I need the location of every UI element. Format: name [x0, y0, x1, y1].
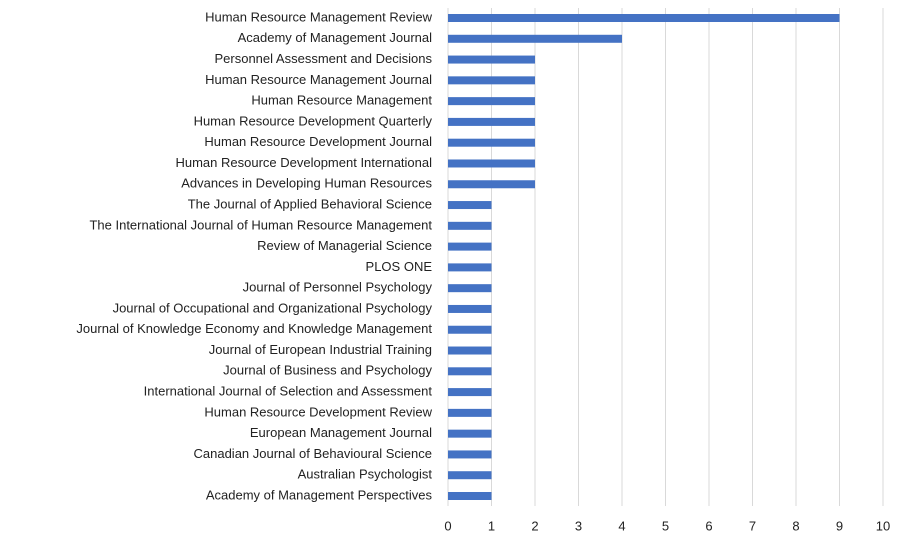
x-tick-label: 5	[662, 518, 669, 533]
bar	[448, 221, 492, 230]
y-tick-label: Advances in Developing Human Resources	[181, 176, 432, 191]
bar	[448, 284, 492, 293]
x-tick-label: 6	[705, 518, 712, 533]
y-tick-label: International Journal of Selection and A…	[144, 384, 433, 399]
bar	[448, 263, 492, 272]
bar	[448, 117, 535, 126]
x-tick-label: 2	[531, 518, 538, 533]
bar	[448, 471, 492, 480]
y-tick-label: The International Journal of Human Resou…	[89, 217, 432, 232]
bar	[448, 242, 492, 251]
y-tick-label: Human Resource Management Journal	[205, 72, 432, 87]
bar	[448, 201, 492, 210]
y-tick-label: Journal of European Industrial Training	[209, 342, 432, 357]
bar	[448, 367, 492, 376]
bar	[448, 304, 492, 313]
y-tick-label: Human Resource Development Journal	[204, 134, 432, 149]
y-tick-label: Canadian Journal of Behavioural Science	[194, 446, 433, 461]
x-tick-label: 9	[836, 518, 843, 533]
y-tick-label: Journal of Knowledge Economy and Knowled…	[76, 321, 432, 336]
bar	[448, 450, 492, 459]
bar	[448, 55, 535, 64]
y-tick-label: European Management Journal	[250, 425, 432, 440]
y-tick-label: Human Resource Development Quarterly	[194, 113, 433, 128]
y-tick-label: Human Resource Management	[251, 93, 432, 108]
y-tick-label: Human Resource Development Review	[204, 404, 432, 419]
y-tick-label: Journal of Personnel Psychology	[243, 280, 433, 295]
y-tick-label: Journal of Occupational and Organization…	[113, 300, 433, 315]
y-tick-label: Human Resource Management Review	[205, 9, 432, 24]
x-tick-label: 4	[618, 518, 625, 533]
bar	[448, 325, 492, 334]
x-tick-label: 10	[876, 518, 890, 533]
bar	[448, 180, 535, 189]
bar	[448, 97, 535, 106]
x-tick-label: 1	[488, 518, 495, 533]
y-tick-label: Human Resource Development International	[175, 155, 432, 170]
bar	[448, 346, 492, 355]
bar	[448, 76, 535, 85]
y-tick-label: Academy of Management Journal	[238, 30, 432, 45]
bar	[448, 138, 535, 147]
bar	[448, 408, 492, 417]
y-tick-label: Academy of Management Perspectives	[206, 487, 433, 502]
x-tick-label: 0	[444, 518, 451, 533]
bar	[448, 388, 492, 397]
x-tick-label: 8	[792, 518, 799, 533]
bar	[448, 159, 535, 168]
y-tick-label: Personnel Assessment and Decisions	[214, 51, 432, 66]
x-tick-label: 3	[575, 518, 582, 533]
bar	[448, 492, 492, 500]
y-tick-label: PLOS ONE	[366, 259, 433, 274]
bar	[448, 14, 840, 22]
y-tick-label: Journal of Business and Psychology	[223, 363, 432, 378]
bar	[448, 34, 622, 43]
x-tick-label: 7	[749, 518, 756, 533]
bar	[448, 429, 492, 438]
y-tick-label: Australian Psychologist	[298, 467, 433, 482]
y-tick-label: The Journal of Applied Behavioral Scienc…	[188, 196, 432, 211]
y-tick-label: Review of Managerial Science	[257, 238, 432, 253]
